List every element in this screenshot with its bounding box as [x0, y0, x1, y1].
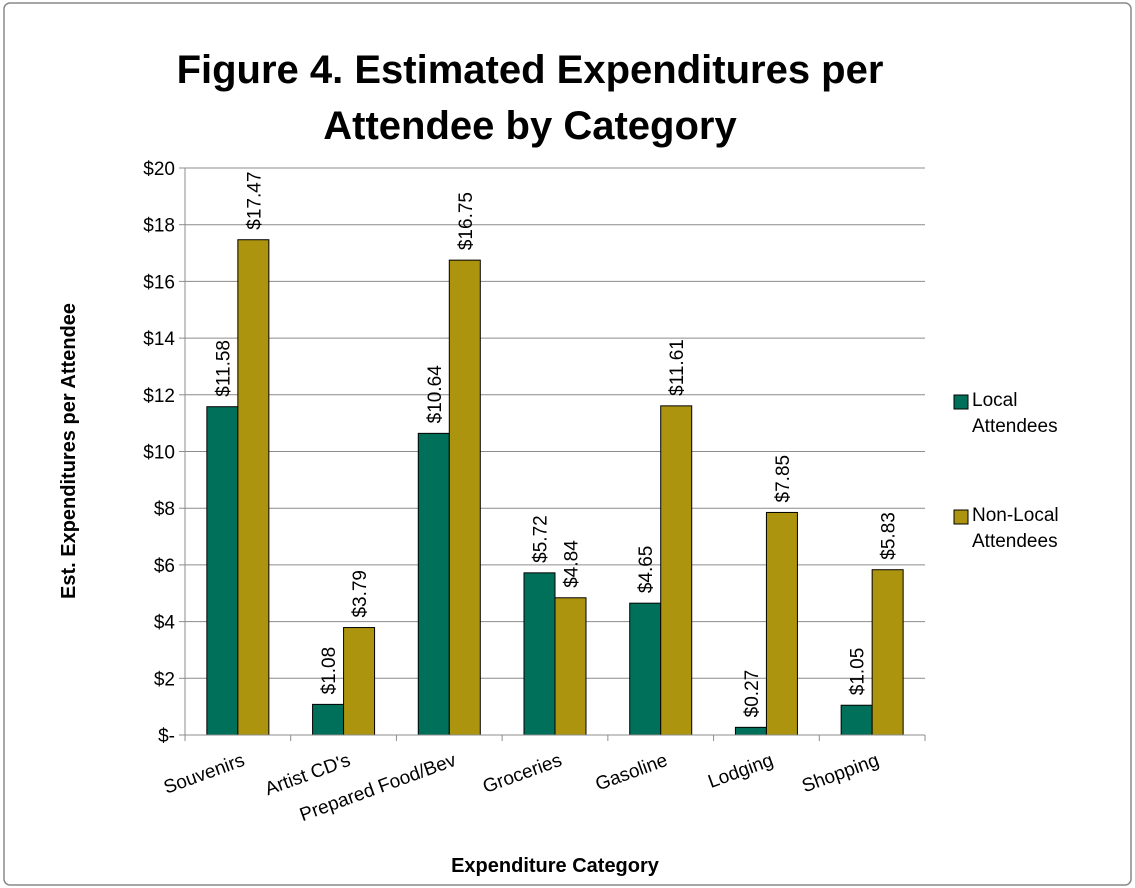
value-label: $10.64 — [425, 365, 446, 424]
value-label: $4.84 — [562, 540, 583, 588]
y-tick-label: $2 — [154, 669, 175, 690]
y-tick-label: $8 — [154, 499, 175, 520]
chart-title: Figure 4. Estimated Expenditures per Att… — [176, 48, 884, 148]
bar — [237, 239, 270, 736]
value-label: $5.72 — [531, 515, 552, 563]
bar — [734, 726, 767, 736]
y-tick-label: $- — [158, 726, 175, 747]
bar — [343, 627, 376, 736]
bar — [660, 405, 693, 736]
y-tick-label: $18 — [143, 216, 175, 237]
bar — [206, 406, 239, 736]
bar — [312, 703, 345, 736]
legend-swatch — [953, 509, 969, 525]
bar — [871, 569, 904, 736]
value-label: $5.83 — [879, 512, 900, 560]
legend-label: Non-Local Attendees — [972, 505, 1059, 552]
value-label: $7.85 — [773, 455, 794, 503]
bar — [448, 259, 481, 736]
bar — [840, 704, 873, 736]
y-tick-label: $16 — [143, 272, 175, 293]
value-label: $11.58 — [213, 340, 234, 397]
value-label: $3.79 — [350, 570, 371, 618]
value-label: $0.27 — [742, 670, 763, 718]
value-label: $11.61 — [667, 339, 688, 396]
legend-swatch — [953, 394, 969, 410]
bar — [629, 602, 662, 736]
y-tick-label: $20 — [143, 159, 175, 180]
legend-label: Local Attendees — [972, 390, 1058, 437]
value-label: $1.08 — [319, 647, 340, 695]
y-tick-label: $14 — [143, 329, 175, 350]
bar — [523, 572, 556, 736]
value-label: $16.75 — [456, 192, 477, 250]
value-label: $17.47 — [244, 172, 265, 230]
y-tick-label: $10 — [143, 443, 175, 464]
bar — [765, 511, 798, 736]
value-label: $4.65 — [636, 546, 657, 594]
x-axis-title: Expenditure Category — [451, 855, 660, 877]
y-tick-label: $4 — [154, 613, 176, 634]
y-axis-title: Est. Expenditures per Attendee — [58, 303, 80, 599]
bar — [417, 432, 450, 736]
bar — [554, 597, 587, 736]
value-label: $1.05 — [848, 648, 869, 696]
chart-border — [3, 2, 1132, 886]
y-tick-label: $12 — [143, 386, 175, 407]
y-tick-label: $6 — [154, 556, 175, 577]
